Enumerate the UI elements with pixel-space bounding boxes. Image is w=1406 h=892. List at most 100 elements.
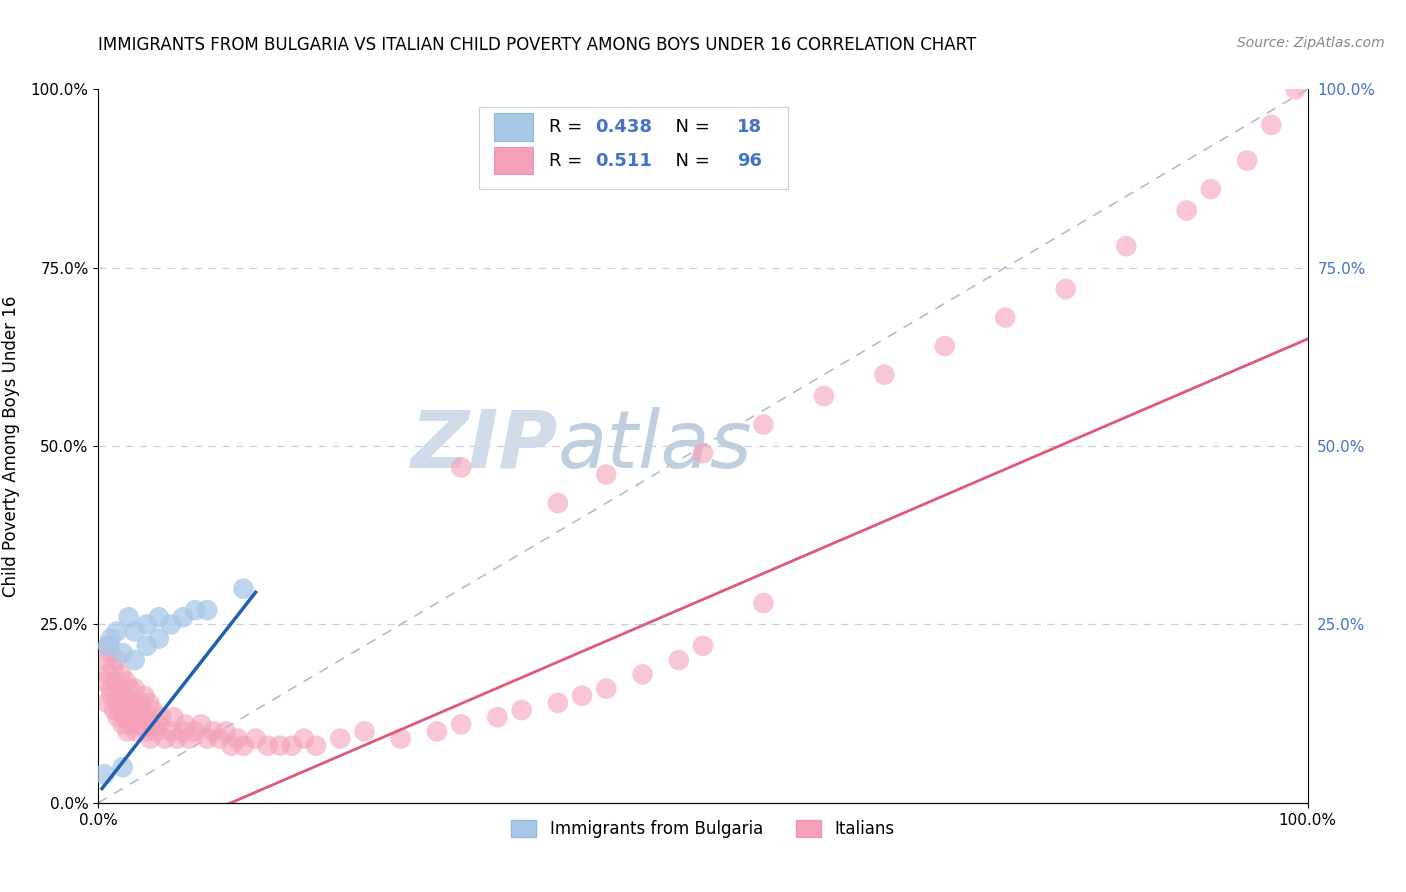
Point — [100, 689, 122, 703]
Y-axis label: Child Poverty Among Boys Under 16: Child Poverty Among Boys Under 16 — [1, 295, 20, 597]
Point — [1236, 153, 1258, 168]
Point — [105, 624, 128, 639]
Point — [124, 624, 146, 639]
Point — [162, 710, 184, 724]
Point — [148, 632, 170, 646]
Point — [184, 603, 207, 617]
Point — [107, 710, 129, 724]
Text: IMMIGRANTS FROM BULGARIA VS ITALIAN CHILD POVERTY AMONG BOYS UNDER 16 CORRELATIO: IMMIGRANTS FROM BULGARIA VS ITALIAN CHIL… — [98, 36, 977, 54]
Point — [184, 724, 207, 739]
Point — [166, 731, 188, 746]
Point — [97, 639, 120, 653]
Point — [111, 717, 134, 731]
Legend: Immigrants from Bulgaria, Italians: Immigrants from Bulgaria, Italians — [505, 813, 901, 845]
Point — [1115, 239, 1137, 253]
Point — [131, 710, 153, 724]
Point — [111, 760, 134, 774]
Point — [141, 717, 163, 731]
Point — [221, 739, 243, 753]
Point — [105, 696, 128, 710]
Point — [226, 731, 249, 746]
Point — [108, 681, 131, 696]
Point — [96, 696, 118, 710]
Point — [510, 703, 533, 717]
Text: N =: N = — [664, 118, 716, 136]
Point — [100, 632, 122, 646]
Point — [138, 696, 160, 710]
Point — [110, 667, 132, 681]
Point — [1199, 182, 1222, 196]
Point — [105, 653, 128, 667]
Point — [93, 674, 115, 689]
Point — [1260, 118, 1282, 132]
Point — [104, 674, 127, 689]
Point — [934, 339, 956, 353]
Point — [174, 717, 197, 731]
Point — [145, 724, 167, 739]
Point — [101, 660, 124, 674]
Point — [135, 617, 157, 632]
Point — [450, 717, 472, 731]
Point — [389, 731, 412, 746]
Point — [426, 724, 449, 739]
Point — [292, 731, 315, 746]
Point — [118, 681, 141, 696]
Point — [118, 703, 141, 717]
Point — [136, 710, 159, 724]
Text: N =: N = — [664, 152, 716, 169]
Point — [112, 696, 135, 710]
Point — [179, 731, 201, 746]
Point — [873, 368, 896, 382]
Point — [125, 724, 148, 739]
Point — [668, 653, 690, 667]
Point — [153, 731, 176, 746]
Point — [135, 639, 157, 653]
Text: atlas: atlas — [558, 407, 752, 485]
Point — [134, 689, 156, 703]
Point — [329, 731, 352, 746]
FancyBboxPatch shape — [494, 147, 533, 174]
Point — [245, 731, 267, 746]
Point — [172, 724, 194, 739]
Point — [118, 610, 141, 624]
Text: 0.438: 0.438 — [595, 118, 652, 136]
Point — [202, 724, 225, 739]
Point — [269, 739, 291, 753]
Point — [100, 646, 122, 660]
Point — [124, 653, 146, 667]
Point — [150, 710, 173, 724]
Point — [121, 696, 143, 710]
Point — [172, 610, 194, 624]
Point — [353, 724, 375, 739]
Point — [232, 739, 254, 753]
Point — [98, 639, 121, 653]
Point — [994, 310, 1017, 325]
Text: 18: 18 — [737, 118, 762, 136]
Text: R =: R = — [550, 152, 589, 169]
Point — [547, 496, 569, 510]
Point — [124, 710, 146, 724]
Point — [148, 717, 170, 731]
Point — [281, 739, 304, 753]
Point — [547, 696, 569, 710]
Point — [160, 617, 183, 632]
Point — [117, 724, 139, 739]
Text: 96: 96 — [737, 152, 762, 169]
Point — [94, 653, 117, 667]
Point — [114, 710, 136, 724]
Point — [129, 696, 152, 710]
FancyBboxPatch shape — [479, 107, 787, 189]
Point — [111, 689, 134, 703]
Point — [305, 739, 328, 753]
Point — [115, 674, 138, 689]
Point — [139, 731, 162, 746]
Text: ZIP: ZIP — [411, 407, 558, 485]
Point — [208, 731, 231, 746]
FancyBboxPatch shape — [494, 113, 533, 141]
Point — [571, 689, 593, 703]
Point — [127, 703, 149, 717]
Point — [103, 703, 125, 717]
Text: R =: R = — [550, 118, 589, 136]
Point — [135, 724, 157, 739]
Point — [1284, 82, 1306, 96]
